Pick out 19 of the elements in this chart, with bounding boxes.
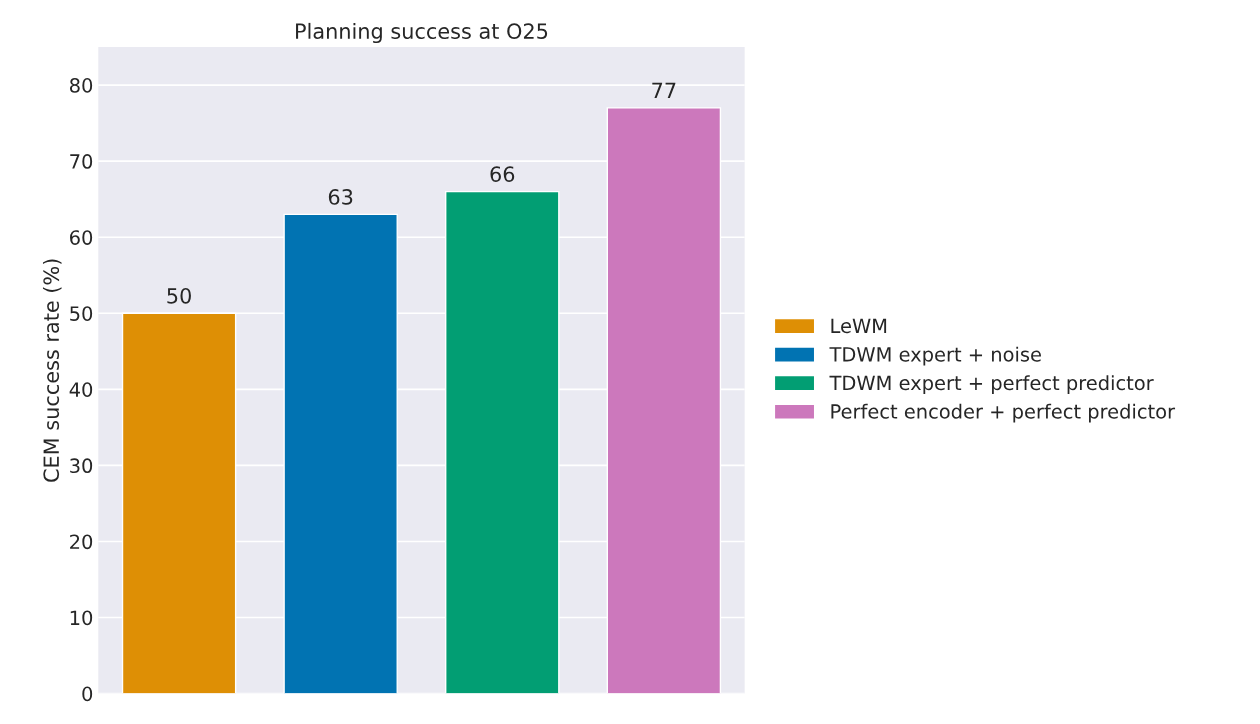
data-label: 63 bbox=[328, 189, 353, 205]
data-label: 77 bbox=[652, 82, 676, 99]
legend-label: TDWM expert + noise bbox=[829, 346, 1041, 366]
legend-label: LeWM bbox=[831, 318, 887, 334]
legend-label: Perfect encoder + perfect predictor bbox=[831, 403, 1176, 423]
data-label: 50 bbox=[167, 287, 191, 304]
data-label: 66 bbox=[490, 166, 515, 182]
y-tick-label: 20 bbox=[70, 534, 93, 550]
y-tick-label: 70 bbox=[70, 154, 93, 169]
y-tick-label: 10 bbox=[70, 610, 93, 626]
y-tick-label: 40 bbox=[69, 382, 93, 398]
y-axis-title: CEM success rate (%) bbox=[42, 259, 62, 482]
y-tick-label: 60 bbox=[70, 230, 93, 245]
y-tick-label: 30 bbox=[70, 458, 93, 474]
y-tick-label: 80 bbox=[69, 78, 93, 93]
y-tick-label: 50 bbox=[70, 306, 93, 321]
legend-label: TDWM expert + perfect predictor bbox=[829, 375, 1154, 395]
chart-title: Planning success at O25 bbox=[296, 22, 548, 44]
y-tick-label: 0 bbox=[82, 686, 93, 702]
